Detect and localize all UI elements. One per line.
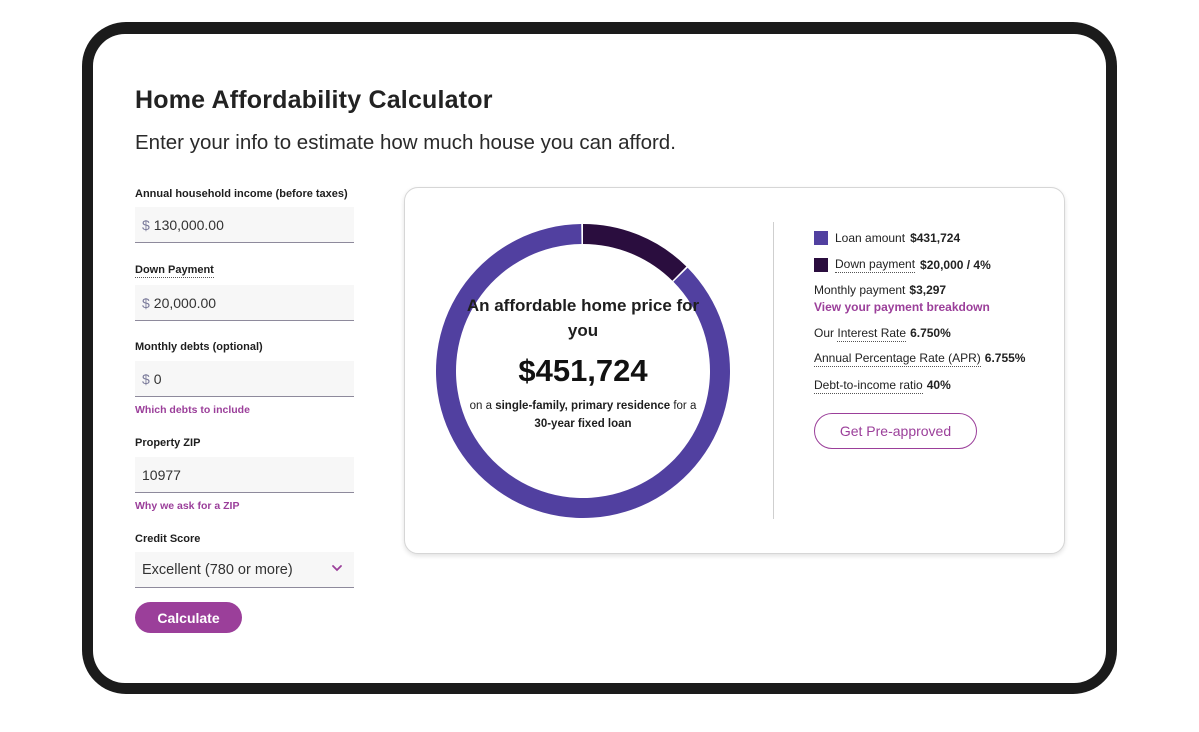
- note-for: for a: [673, 400, 697, 412]
- down-payment-value: 20,000.00: [153, 294, 217, 311]
- zip-label: Property ZIP: [135, 437, 201, 449]
- down-label[interactable]: Down payment: [835, 257, 916, 273]
- note-on: on a: [469, 400, 493, 412]
- zip-input[interactable]: 10977: [135, 457, 354, 493]
- donut-segment-down-payment: [583, 224, 687, 281]
- loan-label: Loan amount: [835, 231, 906, 245]
- credit-score-label: Credit Score: [135, 533, 201, 545]
- affordable-price: $451,724: [518, 353, 648, 388]
- note-property-type: single-family, primary residence: [495, 400, 671, 412]
- which-debts-link[interactable]: Which debts to include: [135, 404, 250, 416]
- monthly-debts-input[interactable]: $ 0: [135, 361, 354, 397]
- down-payment-label: Down Payment: [135, 264, 214, 278]
- legend-loan: Loan amount $431,724: [814, 231, 960, 245]
- loan-note: on a single-family, primary residence fo…: [463, 397, 703, 433]
- monthly-label: Monthly payment: [814, 283, 906, 297]
- currency-symbol: $: [142, 370, 150, 387]
- down-swatch: [814, 258, 828, 272]
- page-subtitle: Enter your info to estimate how much hou…: [135, 131, 676, 154]
- currency-symbol: $: [142, 294, 150, 311]
- monthly-debts-label: Monthly debts (optional): [135, 341, 263, 353]
- apr-label[interactable]: Annual Percentage Rate (APR): [814, 351, 981, 367]
- note-loan-type: 30-year fixed loan: [534, 418, 632, 430]
- why-zip-link[interactable]: Why we ask for a ZIP: [135, 500, 240, 512]
- get-preapproved-button[interactable]: Get Pre-approved: [814, 413, 977, 449]
- interest-rate: Our Interest Rate 6.750%: [814, 326, 951, 342]
- currency-symbol: $: [142, 216, 150, 233]
- interest-prefix: Our: [814, 326, 835, 340]
- credit-score-value: Excellent (780 or more): [142, 561, 293, 578]
- legend-down: Down payment $20,000 / 4%: [814, 257, 991, 273]
- income-input[interactable]: $ 130,000.00: [135, 207, 354, 243]
- credit-score-select[interactable]: Excellent (780 or more): [135, 552, 354, 588]
- donut-chart: [436, 224, 730, 518]
- apr-value: 6.755%: [984, 351, 1026, 365]
- loan-value: $431,724: [910, 231, 961, 245]
- zip-value: 10977: [142, 466, 181, 483]
- chevron-down-icon: [332, 565, 342, 572]
- dti: Debt-to-income ratio 40%: [814, 378, 951, 394]
- payment-breakdown-link[interactable]: View your payment breakdown: [814, 300, 990, 314]
- income-value: 130,000.00: [153, 216, 224, 233]
- calculate-button[interactable]: Calculate: [135, 602, 242, 633]
- monthly-debts-value: 0: [153, 370, 162, 387]
- down-value: $20,000 / 4%: [920, 258, 991, 272]
- card-divider: [773, 222, 774, 519]
- dti-value: 40%: [926, 378, 951, 392]
- income-label: Annual household income (before taxes): [135, 188, 348, 200]
- monthly-payment: Monthly payment $3,297: [814, 283, 946, 297]
- interest-label[interactable]: Interest Rate: [837, 326, 907, 342]
- interest-value: 6.750%: [910, 326, 951, 340]
- page-title: Home Affordability Calculator: [135, 86, 493, 114]
- dti-label[interactable]: Debt-to-income ratio: [814, 378, 923, 394]
- loan-swatch: [814, 231, 828, 245]
- apr: Annual Percentage Rate (APR) 6.755%: [814, 351, 1026, 367]
- monthly-value: $3,297: [909, 283, 947, 297]
- affordable-headline: An affordable home price for you: [466, 296, 700, 340]
- down-payment-input[interactable]: $ 20,000.00: [135, 285, 354, 321]
- down-payment-label-text[interactable]: Down Payment: [135, 264, 214, 278]
- donut-center-text: An affordable home price for you $451,72…: [463, 293, 703, 433]
